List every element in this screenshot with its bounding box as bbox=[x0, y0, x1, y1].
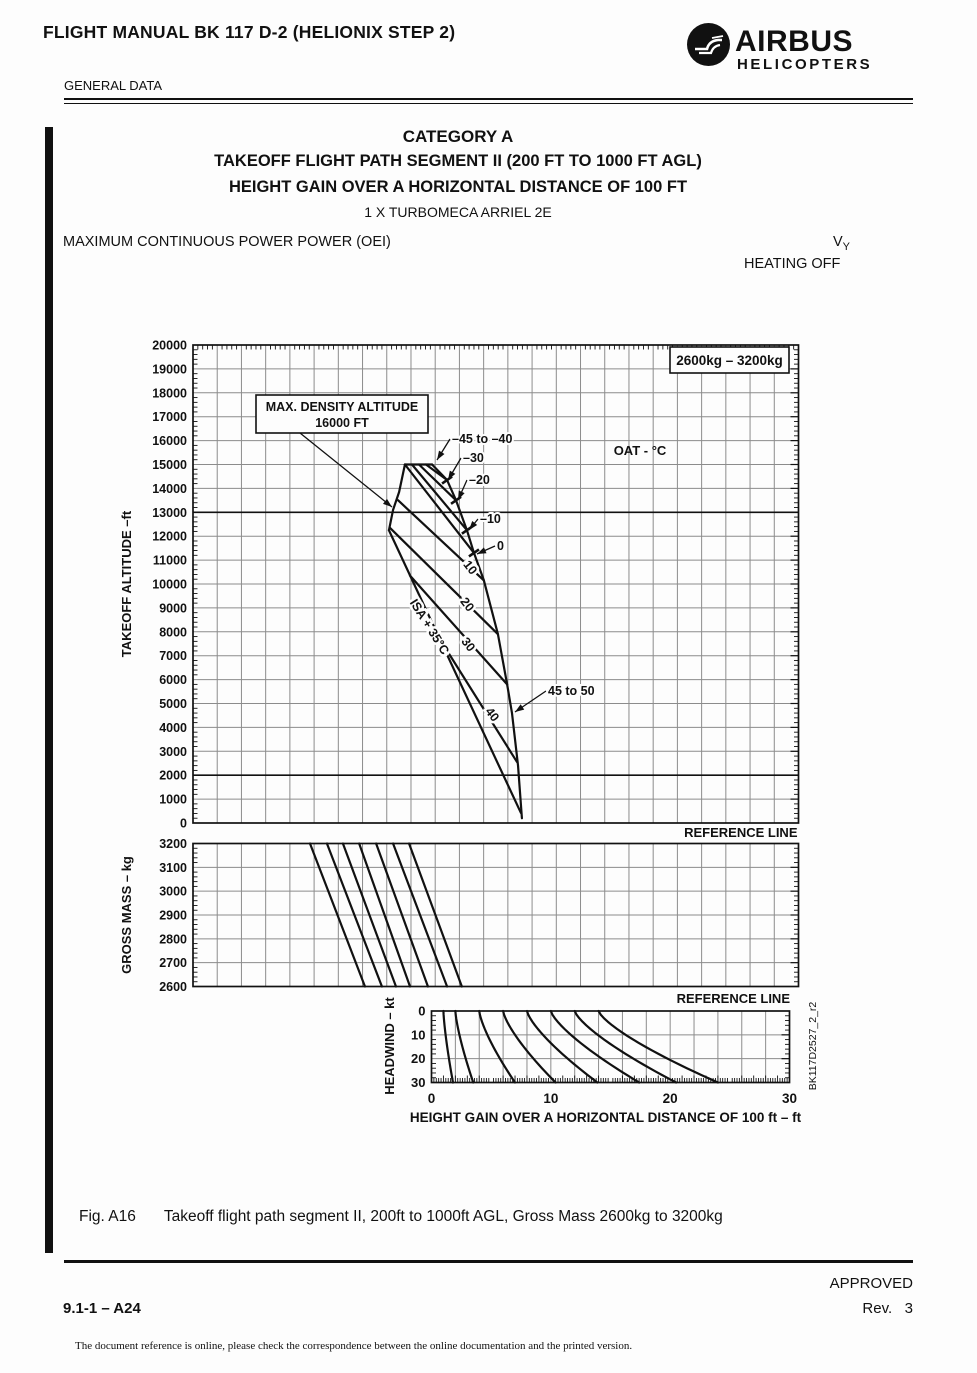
svg-text:30: 30 bbox=[411, 1075, 425, 1090]
chart-title-line2: TAKEOFF FLIGHT PATH SEGMENT II (200 FT T… bbox=[214, 152, 702, 170]
svg-text:REFERENCE LINE: REFERENCE LINE bbox=[684, 825, 798, 840]
svg-text:2800: 2800 bbox=[159, 932, 187, 946]
svg-text:13000: 13000 bbox=[152, 506, 187, 520]
svg-text:0: 0 bbox=[497, 539, 504, 553]
svg-text:17000: 17000 bbox=[152, 410, 187, 424]
svg-text:–45 to –40: –45 to –40 bbox=[452, 432, 513, 446]
figure-number: Fig. A16 bbox=[79, 1208, 136, 1225]
svg-text:11000: 11000 bbox=[153, 554, 187, 568]
svg-text:2700: 2700 bbox=[159, 956, 187, 970]
svg-text:0: 0 bbox=[418, 1004, 425, 1019]
svg-text:3000: 3000 bbox=[159, 745, 187, 759]
svg-text:ISA + 35°C: ISA + 35°C bbox=[407, 597, 452, 657]
svg-text:GROSS MASS – kg: GROSS MASS – kg bbox=[119, 856, 134, 974]
svg-text:3000: 3000 bbox=[159, 885, 187, 899]
revision-bar bbox=[45, 127, 53, 1253]
svg-text:18000: 18000 bbox=[152, 386, 187, 400]
svg-text:10000: 10000 bbox=[152, 578, 187, 592]
svg-text:2900: 2900 bbox=[159, 909, 187, 923]
airbus-helicopter-icon bbox=[687, 23, 730, 66]
svg-text:4000: 4000 bbox=[159, 721, 187, 735]
power-condition-label: MAXIMUM CONTINUOUS POWER POWER (OEI) bbox=[63, 234, 391, 250]
chart-title-line3: HEIGHT GAIN OVER A HORIZONTAL DISTANCE O… bbox=[228, 178, 688, 196]
brand-airbus: AIRBUS bbox=[735, 25, 854, 58]
page-code: 9.1-1 – A24 bbox=[63, 1300, 141, 1317]
svg-text:20: 20 bbox=[663, 1091, 678, 1106]
svg-text:–10: –10 bbox=[480, 512, 501, 526]
svg-text:14000: 14000 bbox=[152, 482, 187, 496]
svg-text:15000: 15000 bbox=[152, 458, 187, 472]
online-reference-disclaimer: The document reference is online, please… bbox=[75, 1340, 633, 1352]
figure-caption-text: Takeoff flight path segment II, 200ft to… bbox=[163, 1208, 723, 1225]
svg-text:7000: 7000 bbox=[159, 649, 187, 663]
svg-text:45 to 50: 45 to 50 bbox=[548, 684, 595, 698]
revision-number: Rev. 3 bbox=[862, 1300, 913, 1317]
svg-text:10: 10 bbox=[543, 1091, 558, 1106]
svg-text:0: 0 bbox=[428, 1091, 436, 1106]
approved-stamp: APPROVED bbox=[829, 1275, 913, 1292]
svg-text:HEIGHT GAIN OVER A HORIZONTAL: HEIGHT GAIN OVER A HORIZONTAL DISTANCE O… bbox=[410, 1110, 802, 1125]
svg-text:REFERENCE LINE: REFERENCE LINE bbox=[677, 991, 791, 1006]
svg-text:2000: 2000 bbox=[159, 769, 187, 783]
svg-text:19000: 19000 bbox=[152, 362, 187, 376]
svg-text:6000: 6000 bbox=[159, 673, 187, 687]
svg-text:MAX. DENSITY ALTITUDE: MAX. DENSITY ALTITUDE bbox=[266, 400, 419, 414]
svg-text:3100: 3100 bbox=[159, 861, 187, 875]
section-label: GENERAL DATA bbox=[64, 78, 163, 93]
svg-text:40: 40 bbox=[482, 705, 502, 725]
svg-text:HEADWIND – kt: HEADWIND – kt bbox=[382, 997, 397, 1095]
svg-text:2600kg – 3200kg: 2600kg – 3200kg bbox=[676, 353, 783, 368]
chart-title-line4: 1 X TURBOMECA ARRIEL 2E bbox=[364, 204, 552, 220]
svg-text:30: 30 bbox=[458, 635, 478, 655]
page-title: FLIGHT MANUAL BK 117 D-2 (HELIONIX STEP … bbox=[43, 22, 456, 42]
svg-text:16000 FT: 16000 FT bbox=[315, 416, 369, 430]
svg-text:20000: 20000 bbox=[152, 339, 187, 353]
svg-text:BK117D2527_2_r2: BK117D2527_2_r2 bbox=[807, 1002, 819, 1091]
svg-text:9000: 9000 bbox=[159, 601, 187, 615]
footer-rule bbox=[64, 1260, 913, 1263]
header-rule bbox=[64, 98, 913, 104]
speed-condition-label: VY bbox=[833, 234, 851, 253]
svg-text:–20: –20 bbox=[469, 473, 490, 487]
svg-text:0: 0 bbox=[180, 817, 187, 831]
svg-text:16000: 16000 bbox=[152, 434, 187, 448]
svg-text:OAT - °C: OAT - °C bbox=[614, 443, 667, 458]
svg-text:TAKEOFF ALTITUDE –ft: TAKEOFF ALTITUDE –ft bbox=[119, 510, 134, 657]
brand-helicopters: HELICOPTERS bbox=[737, 56, 873, 73]
svg-text:12000: 12000 bbox=[152, 530, 187, 544]
svg-text:–30: –30 bbox=[463, 451, 484, 465]
figure-caption: Fig. A16 Takeoff flight path segment II, … bbox=[79, 1208, 723, 1226]
svg-text:5000: 5000 bbox=[159, 697, 187, 711]
svg-text:10: 10 bbox=[411, 1027, 425, 1042]
svg-text:3200: 3200 bbox=[159, 837, 187, 851]
svg-text:2600: 2600 bbox=[159, 980, 187, 994]
chart-title-line1: CATEGORY A bbox=[402, 127, 514, 146]
svg-text:1000: 1000 bbox=[159, 793, 187, 807]
heating-condition-label: HEATING OFF bbox=[744, 256, 841, 272]
svg-text:20: 20 bbox=[411, 1051, 425, 1066]
svg-text:30: 30 bbox=[782, 1091, 797, 1106]
svg-text:8000: 8000 bbox=[159, 625, 187, 639]
